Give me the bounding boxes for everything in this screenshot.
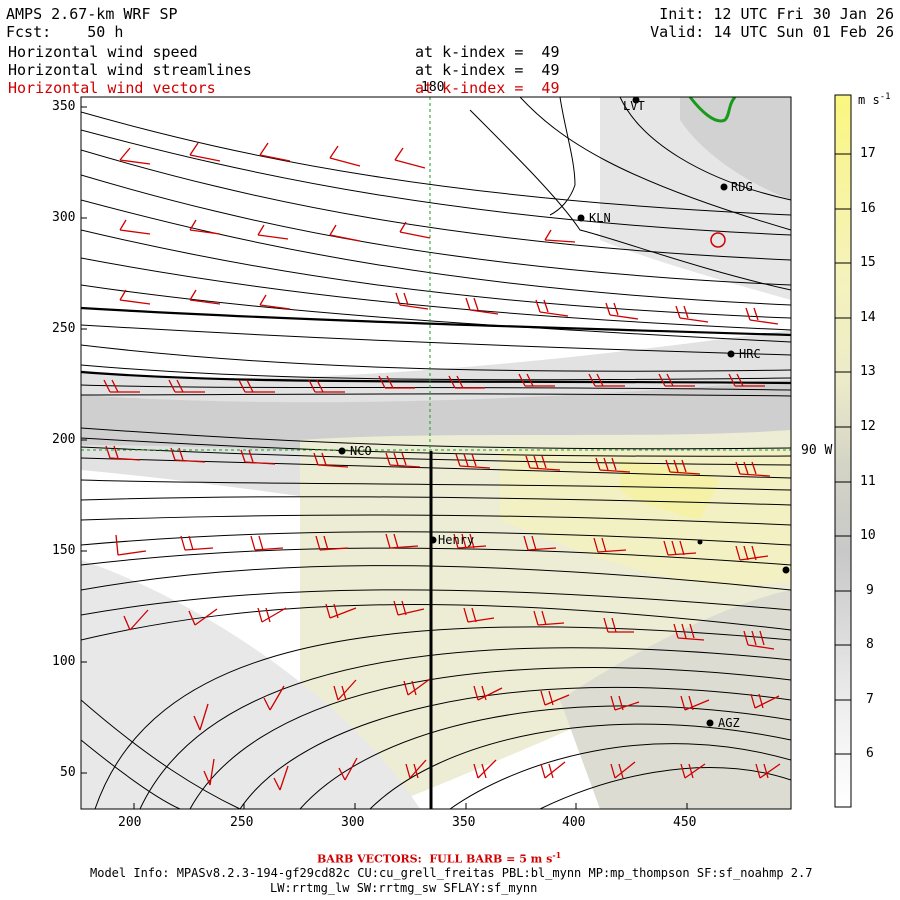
station-label-rdg: RDG [731, 180, 753, 194]
init-time: Init: 12 UTC Fri 30 Jan 26 [659, 5, 894, 23]
field-name-vectors: Horizontal wind vectors [8, 79, 216, 97]
y-tick-label: 300 [52, 210, 76, 225]
station-label-hrc: HRC [739, 347, 761, 361]
station-dot-unlabeled-2 [697, 539, 703, 545]
meridian-label: 180 [421, 80, 445, 95]
parallel-label: 90 W [801, 443, 833, 458]
y-tick-label: 350 [52, 99, 76, 114]
colorbar-label: 16 [860, 201, 876, 216]
field-name-streamlines: Horizontal wind streamlines [8, 61, 252, 79]
axis-ticks [81, 106, 688, 809]
station-dot-agz [706, 719, 714, 727]
x-tick-label: 450 [673, 815, 697, 830]
x-tick-label: 350 [452, 815, 476, 830]
station-label-henry: Henry [438, 533, 475, 547]
station-dot-unlabeled-1 [782, 566, 790, 574]
plot-frame [80, 96, 792, 810]
x-tick-label: 400 [562, 815, 586, 830]
station-label-nco: NCO [350, 444, 372, 458]
colorbar [834, 94, 852, 808]
valid-time: Valid: 14 UTC Sun 01 Feb 26 [650, 23, 894, 41]
y-tick-label: 50 [60, 765, 76, 780]
field-name-speed: Horizontal wind speed [8, 43, 198, 61]
streamlines [81, 97, 791, 809]
colorbar-label: 11 [860, 474, 876, 489]
y-tick-label: 150 [52, 543, 76, 558]
station-dot-nco [338, 447, 346, 455]
colorbar-label: 14 [860, 310, 876, 325]
station-dot-hrc [727, 350, 735, 358]
coastline [549, 97, 737, 248]
colorbar-label: 7 [866, 692, 874, 707]
y-tick-label: 250 [52, 321, 76, 336]
station-dot-kln [577, 214, 585, 222]
field-level-speed: at k-index = 49 [415, 43, 560, 61]
x-tick-label: 250 [230, 815, 254, 830]
station-label-kln: KLN [589, 211, 611, 225]
forecast-hour: Fcst: 50 h [6, 23, 124, 41]
x-tick-label: 300 [341, 815, 365, 830]
station-dot-henry [429, 536, 437, 544]
colorbar-unit: m s-1 [858, 92, 891, 107]
y-tick-label: 100 [52, 654, 76, 669]
y-tick-label: 200 [52, 432, 76, 447]
model-info-line-1: Model Info: MPASv8.2.3-194-gf29cd82c CU:… [90, 866, 813, 880]
stations [338, 96, 790, 727]
colorbar-label: 6 [866, 746, 874, 761]
model-info-line-2: LW:rrtmg_lw SW:rrtmg_sw SFLAY:sf_mynn [270, 881, 538, 895]
wind-barbs [103, 142, 781, 791]
field-level-streamlines: at k-index = 49 [415, 61, 560, 79]
station-dot-rdg [720, 183, 728, 191]
colorbar-label: 9 [866, 583, 874, 598]
barb-legend: BARB VECTORS: FULL BARB = 5 m s-1 [317, 850, 562, 866]
station-dot-lvt [632, 96, 640, 104]
colorbar-label: 13 [860, 364, 876, 379]
field-level-vectors: at k-index = 49 [415, 79, 560, 97]
colorbar-ticks [835, 153, 851, 755]
x-tick-label: 200 [118, 815, 142, 830]
colorbar-label: 10 [860, 528, 876, 543]
colorbar-label: 17 [860, 146, 876, 161]
colorbar-label: 12 [860, 419, 876, 434]
model-title: AMPS 2.67-km WRF SP [6, 5, 178, 23]
colorbar-label: 8 [866, 637, 874, 652]
station-label-agz: AGZ [718, 716, 740, 730]
station-label-lvt: LVT [623, 99, 645, 113]
colorbar-label: 15 [860, 255, 876, 270]
